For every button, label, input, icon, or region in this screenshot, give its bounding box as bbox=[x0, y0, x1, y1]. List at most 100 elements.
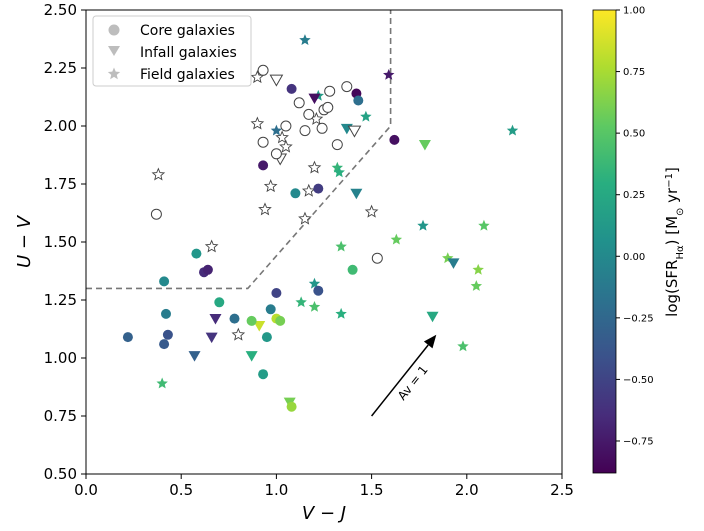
core-galaxy-point bbox=[280, 120, 292, 132]
field-galaxy-point bbox=[299, 34, 311, 46]
field-galaxy-point bbox=[383, 68, 395, 80]
core-galaxy-point bbox=[347, 264, 358, 275]
core-galaxy-point bbox=[191, 248, 202, 259]
core-galaxy-point bbox=[258, 369, 269, 380]
colorbar-tick-label: −0.25 bbox=[623, 313, 654, 324]
field-galaxy-point bbox=[151, 167, 166, 181]
x-tick-label: 0.0 bbox=[74, 481, 98, 499]
core-galaxy-point bbox=[150, 208, 162, 220]
core-galaxy-point bbox=[229, 313, 240, 324]
field-galaxy-point bbox=[470, 280, 483, 291]
core-galaxy-point bbox=[324, 85, 336, 97]
y-tick-label: 1.25 bbox=[44, 291, 77, 309]
colorbar-tick-label: 0.25 bbox=[623, 190, 645, 201]
core-galaxy-point bbox=[286, 83, 297, 94]
legend-box bbox=[92, 15, 252, 87]
field-galaxy-point bbox=[301, 183, 316, 197]
field-galaxy-point bbox=[360, 110, 372, 122]
field-galaxy-point bbox=[270, 124, 283, 136]
core-galaxy-point bbox=[353, 95, 364, 106]
colorbar-tick-label: −0.75 bbox=[623, 436, 654, 447]
legend-infall-marker bbox=[108, 46, 120, 56]
y-tick-label: 2.50 bbox=[44, 1, 77, 19]
field-galaxy-point bbox=[335, 240, 347, 252]
infall-galaxy-point bbox=[269, 74, 284, 87]
core-galaxy-point bbox=[275, 315, 286, 326]
field-galaxy-point bbox=[258, 202, 272, 216]
colorbar-label: log(SFRHα) [M⊙ yr−1] bbox=[663, 167, 686, 317]
field-galaxy-point bbox=[472, 263, 484, 275]
field-galaxy-point bbox=[333, 166, 345, 178]
colorbar-tick-label: 0.50 bbox=[623, 129, 645, 140]
y-tick-label: 0.75 bbox=[44, 407, 77, 425]
x-axis-label: V − J bbox=[302, 503, 346, 524]
legend-core-marker bbox=[108, 24, 120, 36]
y-tick-label: 0.50 bbox=[44, 465, 77, 483]
field-galaxy-point bbox=[335, 307, 347, 319]
core-galaxy-point bbox=[371, 252, 383, 264]
core-galaxy-point bbox=[286, 401, 297, 412]
field-galaxy-point bbox=[231, 327, 246, 341]
field-galaxy-point bbox=[364, 204, 379, 218]
core-galaxy-point bbox=[159, 339, 170, 350]
legend-field-label: Field galaxies bbox=[140, 67, 235, 83]
x-tick-label: 0.5 bbox=[169, 481, 193, 499]
core-galaxy-point bbox=[341, 81, 353, 93]
core-galaxy-point bbox=[161, 308, 171, 319]
core-galaxy-point bbox=[313, 285, 324, 296]
y-tick-label: 1.50 bbox=[44, 233, 77, 251]
core-galaxy-point bbox=[316, 122, 328, 134]
field-galaxy-point bbox=[478, 219, 490, 231]
core-galaxy-point bbox=[389, 134, 400, 145]
field-galaxy-point bbox=[457, 340, 469, 352]
field-galaxy-point bbox=[275, 130, 289, 144]
x-tick-label: 2.5 bbox=[550, 481, 574, 499]
field-galaxy-point bbox=[298, 211, 312, 225]
core-galaxy-point bbox=[322, 101, 334, 113]
extinction-arrow bbox=[371, 344, 429, 417]
y-tick-label: 1.00 bbox=[44, 349, 77, 367]
core-galaxy-point bbox=[122, 332, 133, 343]
field-galaxy-point bbox=[506, 124, 519, 136]
infall-galaxy-point bbox=[418, 140, 431, 151]
infall-galaxy-point bbox=[209, 314, 222, 325]
y-tick-label: 2.25 bbox=[44, 59, 77, 77]
core-galaxy-point bbox=[270, 148, 282, 160]
field-galaxy-point bbox=[295, 296, 307, 308]
selection-boundary-line bbox=[86, 10, 392, 290]
infall-galaxy-point bbox=[347, 125, 362, 138]
infall-galaxy-point bbox=[188, 351, 201, 362]
field-galaxy-point bbox=[390, 233, 403, 245]
colorbar: 1.00 0.75 0.50 0.25 0.00 −0.25 −0.50 −0.75 log(… bbox=[592, 6, 686, 474]
core-galaxy-point bbox=[290, 188, 301, 199]
infall-galaxy-point bbox=[350, 188, 363, 200]
core-galaxy-point bbox=[271, 288, 282, 298]
core-galaxy-point bbox=[299, 125, 311, 137]
x-tick-label: 1.5 bbox=[360, 481, 384, 499]
legend: Core galaxies Infall galaxies Field gala… bbox=[92, 15, 252, 87]
core-galaxy-point bbox=[261, 332, 272, 343]
y-tick-label: 1.75 bbox=[44, 175, 77, 193]
core-galaxy-point bbox=[331, 139, 343, 151]
legend-core-label: Core galaxies bbox=[140, 23, 235, 39]
infall-galaxy-point bbox=[426, 311, 439, 323]
colorbar-tick-label: −0.50 bbox=[623, 375, 654, 386]
field-galaxy-point bbox=[156, 377, 168, 389]
legend-infall-label: Infall galaxies bbox=[140, 45, 237, 61]
core-galaxy-point bbox=[246, 315, 257, 326]
core-galaxy-point bbox=[265, 304, 276, 315]
core-galaxy-point bbox=[162, 329, 173, 340]
x-tick-label: 2.0 bbox=[455, 481, 479, 499]
y-tick-label: 2.00 bbox=[44, 117, 77, 135]
infall-galaxy-point bbox=[205, 332, 218, 344]
x-tick-label: 1.0 bbox=[264, 481, 288, 499]
core-galaxy-point bbox=[214, 297, 225, 308]
colorbar-gradient bbox=[592, 9, 617, 474]
colorbar-tick-label: 0.75 bbox=[623, 67, 645, 78]
field-galaxy-point bbox=[279, 139, 293, 153]
core-galaxy-point bbox=[159, 276, 170, 287]
legend-field-marker bbox=[107, 67, 121, 80]
core-galaxy-point bbox=[303, 108, 315, 120]
